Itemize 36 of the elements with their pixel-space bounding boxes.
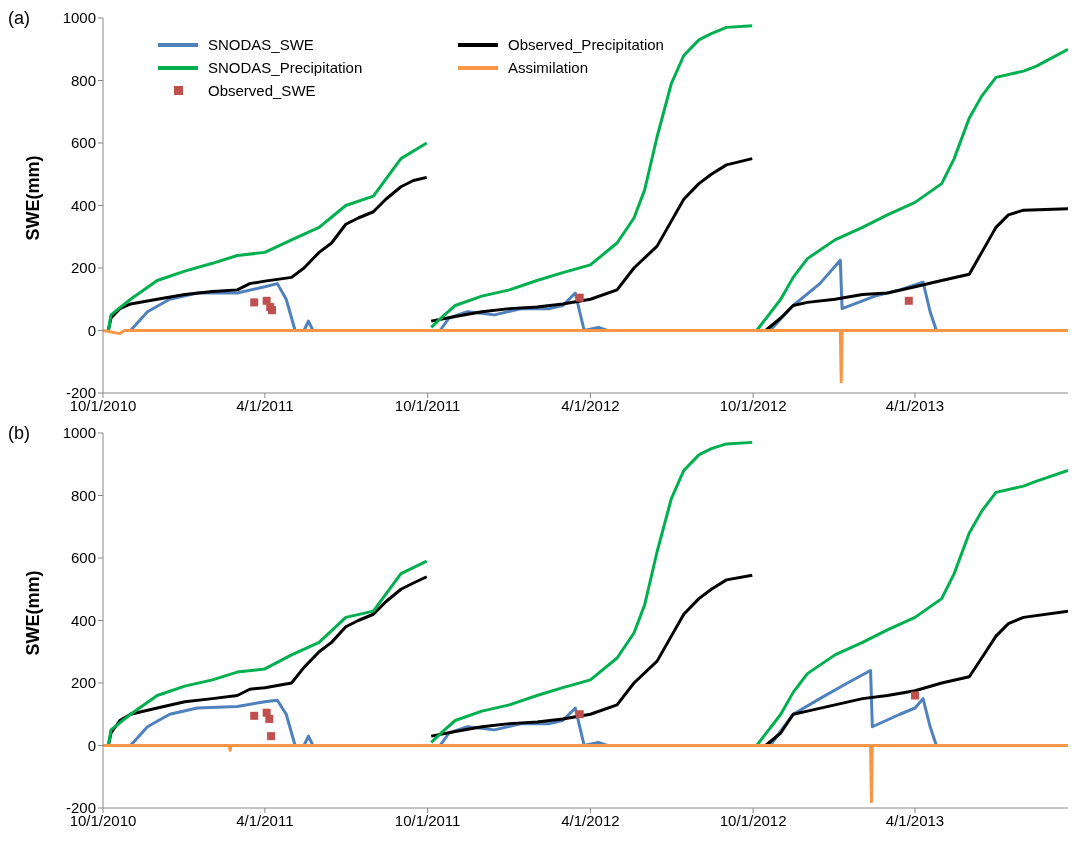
x-tick-label: 10/1/2011	[394, 396, 461, 414]
legend-label: Observed_SWE	[208, 82, 316, 99]
y-tick-label: 0	[87, 321, 96, 339]
chart-title: (b)	[8, 423, 30, 444]
y-tick-label: 0	[87, 736, 96, 754]
legend-label: SNODAS_SWE	[208, 36, 314, 53]
y-tick-label: 800	[70, 71, 96, 89]
y-tick-label: 1000	[62, 424, 96, 442]
point	[911, 691, 920, 700]
legend-label: Observed_Precipitation	[508, 36, 664, 53]
legend-label: SNODAS_Precipitation	[208, 59, 363, 76]
point	[267, 732, 276, 741]
y-tick-label: 200	[70, 674, 96, 692]
y-axis-title: SWE(mm)	[23, 570, 44, 656]
legend-label: Assimilation	[508, 59, 589, 76]
x-tick-label: 10/1/2012	[719, 396, 787, 414]
y-tick-label: 600	[70, 549, 96, 567]
y-axis-title: SWE(mm)	[23, 155, 44, 241]
y-tick-label: 800	[70, 486, 96, 504]
point	[265, 714, 274, 723]
point	[575, 710, 584, 719]
x-tick-label: 4/1/2011	[236, 811, 294, 829]
x-tick-label: 4/1/2013	[885, 396, 945, 414]
y-tick-label: 400	[70, 196, 96, 214]
y-tick-label: 1000	[62, 9, 96, 27]
chart-title: (a)	[8, 8, 30, 29]
x-tick-label: 10/1/2012	[719, 811, 787, 829]
point	[250, 711, 259, 720]
x-tick-label: 4/1/2013	[885, 811, 945, 829]
x-tick-label: 4/1/2012	[561, 396, 620, 414]
y-tick-label: 600	[70, 134, 96, 152]
x-tick-label: 4/1/2011	[236, 396, 294, 414]
y-tick-label: 400	[70, 611, 96, 629]
y-tick-label: 200	[70, 259, 96, 277]
x-tick-label: 10/1/2011	[394, 811, 461, 829]
x-tick-label: 4/1/2012	[561, 811, 620, 829]
